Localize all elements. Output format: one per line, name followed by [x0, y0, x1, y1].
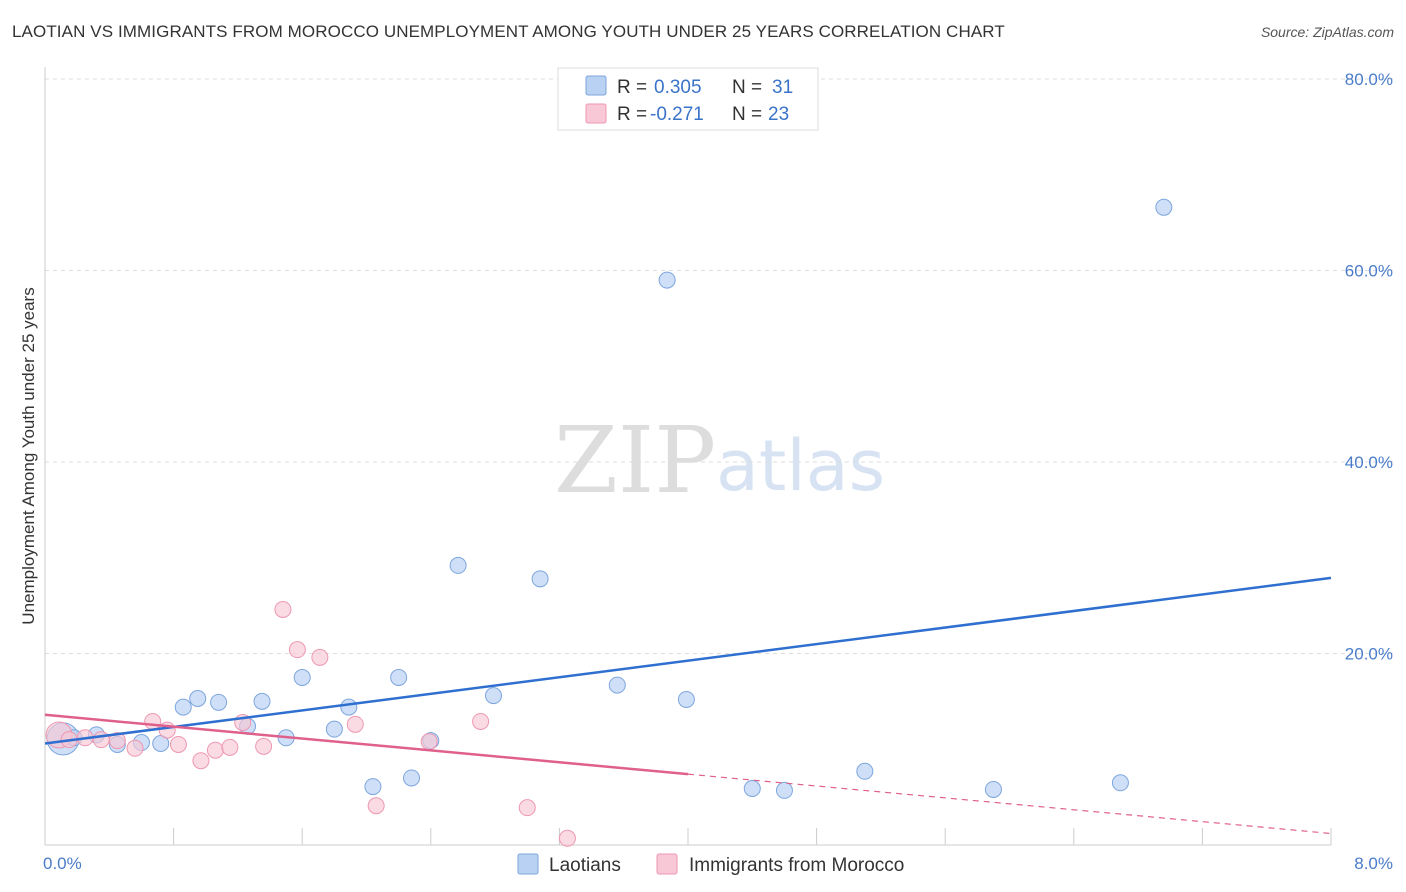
- data-point: [677, 690, 695, 708]
- data-point: [984, 780, 1002, 798]
- data-point: [126, 739, 144, 757]
- data-point: [484, 687, 502, 705]
- x-tick-labels: 0.0% 8.0%: [43, 854, 1393, 873]
- legend-swatch-laotians: [585, 75, 607, 96]
- data-point: [1155, 198, 1173, 216]
- legend-label-laotians: Laotians: [549, 855, 621, 876]
- data-point: [108, 732, 126, 750]
- x-tick-label: 0.0%: [43, 854, 82, 873]
- series-legend: Laotians Immigrants from Morocco: [517, 853, 904, 876]
- legend-n-value-1: 31: [772, 77, 793, 98]
- data-point: [325, 720, 343, 738]
- trendlines: [44, 576, 1332, 835]
- data-point: [293, 668, 311, 686]
- y-tick-label: 60.0%: [1345, 262, 1393, 281]
- data-point: [390, 668, 408, 686]
- data-point: [255, 737, 273, 755]
- legend-r-label-2: R =: [617, 104, 647, 125]
- data-point: [144, 712, 162, 730]
- data-point: [518, 799, 536, 817]
- data-point: [472, 712, 490, 730]
- legend-swatch-laotians-bottom: [517, 853, 539, 875]
- data-point: [340, 698, 358, 716]
- data-point: [311, 648, 329, 666]
- gridlines: [45, 78, 1393, 654]
- legend-r-value-2: -0.271: [650, 104, 704, 125]
- data-point: [189, 690, 207, 708]
- data-point: [658, 271, 676, 289]
- data-point: [775, 781, 793, 799]
- watermark-atlas: atlas: [716, 425, 885, 507]
- legend-n-value-2: 23: [768, 104, 789, 125]
- data-point: [420, 733, 438, 751]
- data-point: [210, 693, 228, 711]
- y-tick-label: 40.0%: [1345, 453, 1393, 472]
- legend-label-morocco: Immigrants from Morocco: [689, 855, 904, 876]
- data-point: [364, 778, 382, 796]
- trendline-morocco-extension: [687, 773, 1332, 835]
- series-morocco: [45, 600, 576, 847]
- watermark-zip: ZIP: [554, 407, 716, 514]
- data-point: [192, 752, 210, 770]
- legend-n-label-2: N =: [732, 104, 762, 125]
- data-point: [221, 738, 239, 756]
- y-tick-label: 20.0%: [1345, 645, 1393, 664]
- data-point: [288, 641, 306, 659]
- data-point: [856, 762, 874, 780]
- data-point: [449, 556, 467, 574]
- legend-r-value-1: 0.305: [654, 77, 702, 98]
- data-point: [346, 715, 364, 733]
- correlation-legend: R = 0.305 N = 31 R = -0.271 N = 23: [557, 67, 819, 131]
- data-point: [531, 570, 549, 588]
- legend-n-label-1: N =: [732, 77, 762, 98]
- data-point: [206, 741, 224, 759]
- legend-swatch-morocco-bottom: [656, 853, 678, 875]
- trendline-laotians: [44, 576, 1332, 745]
- legend-r-label-1: R =: [617, 77, 647, 98]
- x-tick-label: 8.0%: [1354, 854, 1393, 873]
- data-point: [1111, 774, 1129, 792]
- chart-title: LAOTIAN VS IMMIGRANTS FROM MOROCCO UNEMP…: [12, 22, 1005, 41]
- data-point: [274, 600, 292, 618]
- y-tick-label: 80.0%: [1345, 70, 1393, 89]
- y-axis-title: Unemployment Among Youth under 25 years: [19, 287, 38, 624]
- trendline-morocco: [44, 713, 689, 776]
- data-point: [169, 735, 187, 753]
- data-point: [743, 780, 761, 798]
- source-label: Source: ZipAtlas.com: [1260, 24, 1394, 40]
- data-point: [174, 698, 192, 716]
- y-tick-labels: 20.0% 40.0% 60.0% 80.0%: [1345, 70, 1393, 664]
- data-point: [92, 731, 110, 749]
- data-point: [608, 676, 626, 694]
- data-point: [367, 797, 385, 815]
- watermark: ZIP atlas: [554, 407, 885, 514]
- data-point: [558, 829, 576, 847]
- legend-swatch-morocco: [585, 103, 607, 124]
- data-point: [253, 692, 271, 710]
- data-point: [403, 769, 421, 787]
